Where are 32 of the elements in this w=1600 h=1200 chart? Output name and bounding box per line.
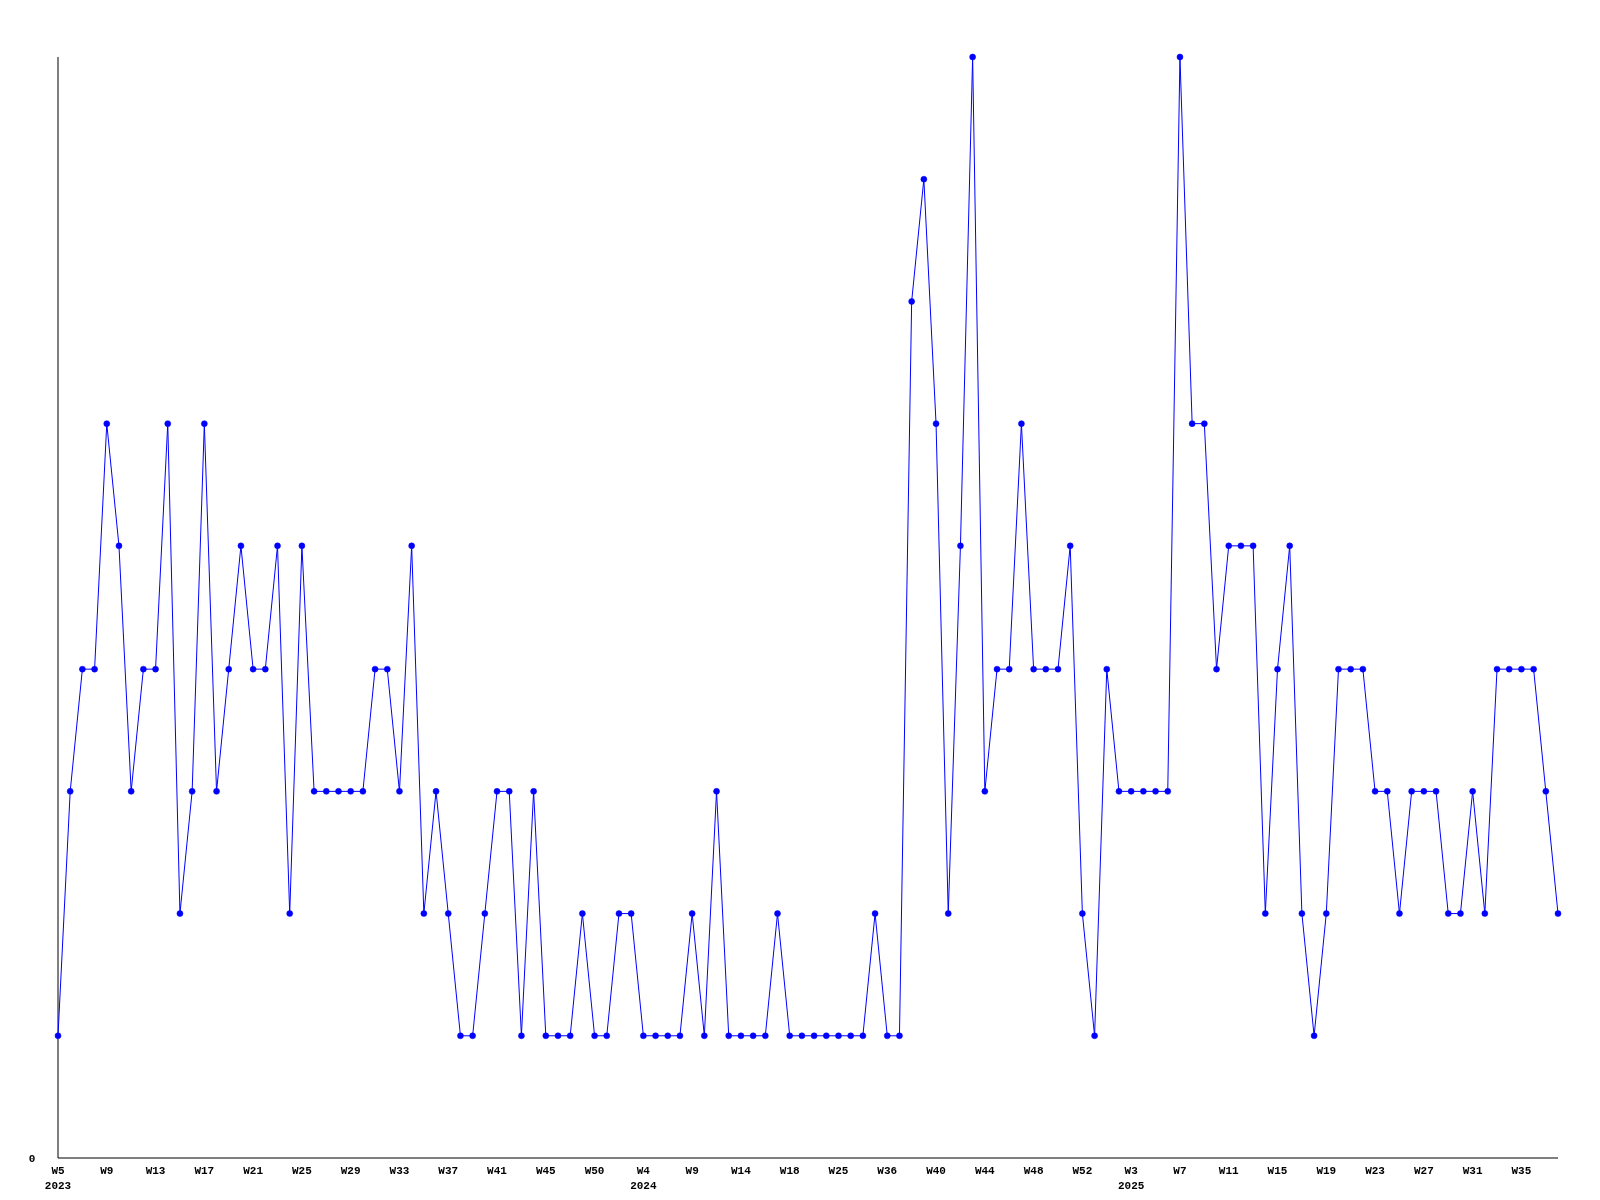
x-tick-label: W31 bbox=[1462, 1165, 1483, 1177]
x-tick-label: W35 bbox=[1511, 1165, 1532, 1177]
x-tick-label: W21 bbox=[243, 1165, 264, 1177]
x-tick-label: W13 bbox=[145, 1165, 166, 1177]
x-tick-label: W11 bbox=[1218, 1165, 1240, 1177]
x-tick-label: W15 bbox=[1267, 1165, 1288, 1177]
x-tick-label: W5 2023 bbox=[44, 1165, 72, 1192]
x-tick-label: W9 bbox=[100, 1165, 114, 1177]
x-tick-label: W33 bbox=[389, 1165, 410, 1177]
x-tick-label: W23 bbox=[1365, 1165, 1386, 1177]
x-tick-label: W25 bbox=[292, 1165, 313, 1177]
x-tick-label: W48 bbox=[1023, 1165, 1044, 1177]
x-tick-label: W52 bbox=[1072, 1165, 1093, 1177]
x-tick-label: W27 bbox=[1413, 1165, 1434, 1177]
x-tick-label: W36 bbox=[877, 1165, 898, 1177]
text: 0 bbox=[28, 1153, 36, 1165]
x-tick-label: W44 bbox=[974, 1165, 996, 1177]
x-tick-label: W45 bbox=[535, 1165, 557, 1177]
x-tick-label: W18 bbox=[779, 1165, 800, 1177]
x-tick-label: W14 bbox=[731, 1165, 752, 1177]
x-tick-label: W40 bbox=[926, 1165, 946, 1177]
x-tick-label: W25 bbox=[828, 1165, 849, 1177]
x-tick-label: W41 bbox=[487, 1165, 508, 1177]
x-tick-label: W17 bbox=[194, 1165, 215, 1177]
x-tick-label: W7 bbox=[1173, 1165, 1187, 1177]
x-tick-label: W19 bbox=[1316, 1165, 1337, 1177]
x-tick-label: W50 bbox=[584, 1165, 605, 1177]
x-tick-label: W37 bbox=[438, 1165, 459, 1177]
x-tick-label: W4 2024 bbox=[630, 1165, 657, 1192]
x-tick-label: W29 bbox=[340, 1165, 361, 1177]
x-tick-label: W9 bbox=[685, 1165, 699, 1177]
x-tick-label: W3 2025 bbox=[1117, 1165, 1145, 1192]
